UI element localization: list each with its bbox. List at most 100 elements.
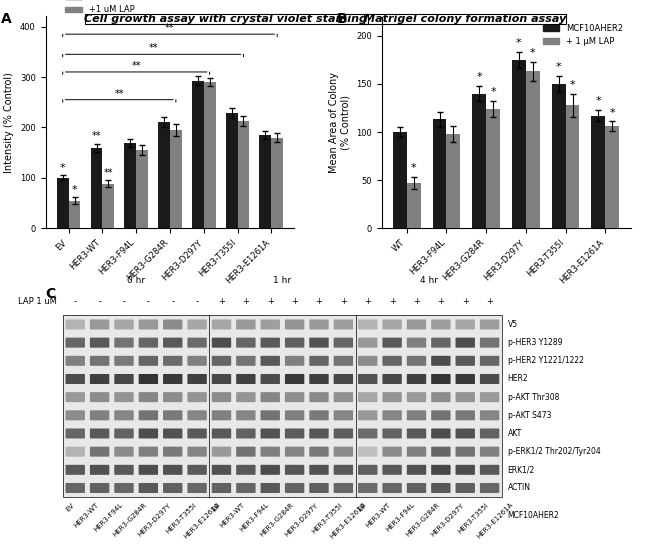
Text: +: + [486,297,493,306]
FancyBboxPatch shape [138,447,158,456]
FancyBboxPatch shape [138,320,158,329]
Text: B: B [337,12,347,26]
FancyBboxPatch shape [138,483,158,493]
Bar [271,138,283,228]
FancyBboxPatch shape [456,483,475,493]
Text: EV: EV [357,502,368,513]
FancyBboxPatch shape [333,320,353,329]
Text: **: ** [131,61,141,71]
Text: HER3-D297Y: HER3-D297Y [137,502,173,537]
FancyBboxPatch shape [358,320,378,329]
FancyBboxPatch shape [187,410,207,420]
FancyBboxPatch shape [309,320,329,329]
FancyBboxPatch shape [333,428,353,438]
FancyBboxPatch shape [407,338,426,348]
Text: HER3-D297Y: HER3-D297Y [283,502,319,537]
FancyBboxPatch shape [309,392,329,402]
Bar [124,142,136,228]
FancyBboxPatch shape [90,320,109,329]
FancyBboxPatch shape [261,338,280,348]
FancyBboxPatch shape [382,483,402,493]
Bar [259,135,271,228]
Text: +: + [462,297,469,306]
Text: -: - [147,297,150,306]
FancyBboxPatch shape [431,447,450,456]
FancyBboxPatch shape [163,465,183,475]
Text: HER3-F94L: HER3-F94L [385,502,417,533]
FancyBboxPatch shape [431,392,450,402]
Bar [592,116,605,228]
FancyBboxPatch shape [431,320,450,329]
FancyBboxPatch shape [138,410,158,420]
FancyBboxPatch shape [212,410,231,420]
FancyBboxPatch shape [163,374,183,384]
Text: -: - [196,297,199,306]
Bar [526,72,540,228]
FancyBboxPatch shape [431,465,450,475]
Text: +: + [437,297,445,306]
FancyBboxPatch shape [163,320,183,329]
Bar [158,123,170,228]
Text: *: * [516,39,522,48]
FancyBboxPatch shape [358,392,378,402]
Text: +: + [413,297,420,306]
Text: +: + [218,297,225,306]
FancyBboxPatch shape [456,428,475,438]
FancyBboxPatch shape [261,428,280,438]
FancyBboxPatch shape [163,428,183,438]
FancyBboxPatch shape [480,447,499,456]
FancyBboxPatch shape [285,320,304,329]
FancyBboxPatch shape [212,428,231,438]
FancyBboxPatch shape [236,465,255,475]
Text: 0 hr: 0 hr [127,276,145,285]
FancyBboxPatch shape [309,447,329,456]
FancyBboxPatch shape [212,392,231,402]
Text: HER3-WT: HER3-WT [365,502,392,529]
FancyBboxPatch shape [114,410,134,420]
Text: *: * [411,163,417,173]
FancyBboxPatch shape [407,483,426,493]
Text: p-HER2 Y1221/1222: p-HER2 Y1221/1222 [508,356,584,365]
FancyBboxPatch shape [382,410,402,420]
FancyBboxPatch shape [407,410,426,420]
FancyBboxPatch shape [90,465,109,475]
Bar [486,109,500,228]
FancyBboxPatch shape [63,315,502,333]
FancyBboxPatch shape [212,338,231,348]
FancyBboxPatch shape [114,428,134,438]
FancyBboxPatch shape [114,338,134,348]
FancyBboxPatch shape [407,465,426,475]
Text: HER2: HER2 [508,375,528,383]
FancyBboxPatch shape [90,392,109,402]
Bar [447,134,460,228]
FancyBboxPatch shape [309,410,329,420]
FancyBboxPatch shape [187,374,207,384]
FancyBboxPatch shape [382,447,402,456]
Text: HER3-T355I: HER3-T355I [164,502,197,535]
FancyBboxPatch shape [63,425,502,443]
FancyBboxPatch shape [333,447,353,456]
FancyBboxPatch shape [333,374,353,384]
FancyBboxPatch shape [66,392,85,402]
Text: +: + [291,297,298,306]
Bar [203,82,216,228]
Bar [605,126,619,228]
Text: +: + [266,297,274,306]
FancyBboxPatch shape [333,356,353,366]
Bar [103,184,114,228]
FancyBboxPatch shape [456,465,475,475]
FancyBboxPatch shape [187,338,207,348]
FancyBboxPatch shape [66,410,85,420]
FancyBboxPatch shape [163,483,183,493]
FancyBboxPatch shape [431,338,450,348]
FancyBboxPatch shape [431,428,450,438]
Text: +: + [242,297,250,306]
FancyBboxPatch shape [285,483,304,493]
FancyBboxPatch shape [333,392,353,402]
FancyBboxPatch shape [309,374,329,384]
FancyBboxPatch shape [358,374,378,384]
FancyBboxPatch shape [66,374,85,384]
FancyBboxPatch shape [358,483,378,493]
FancyBboxPatch shape [63,479,502,497]
FancyBboxPatch shape [480,356,499,366]
